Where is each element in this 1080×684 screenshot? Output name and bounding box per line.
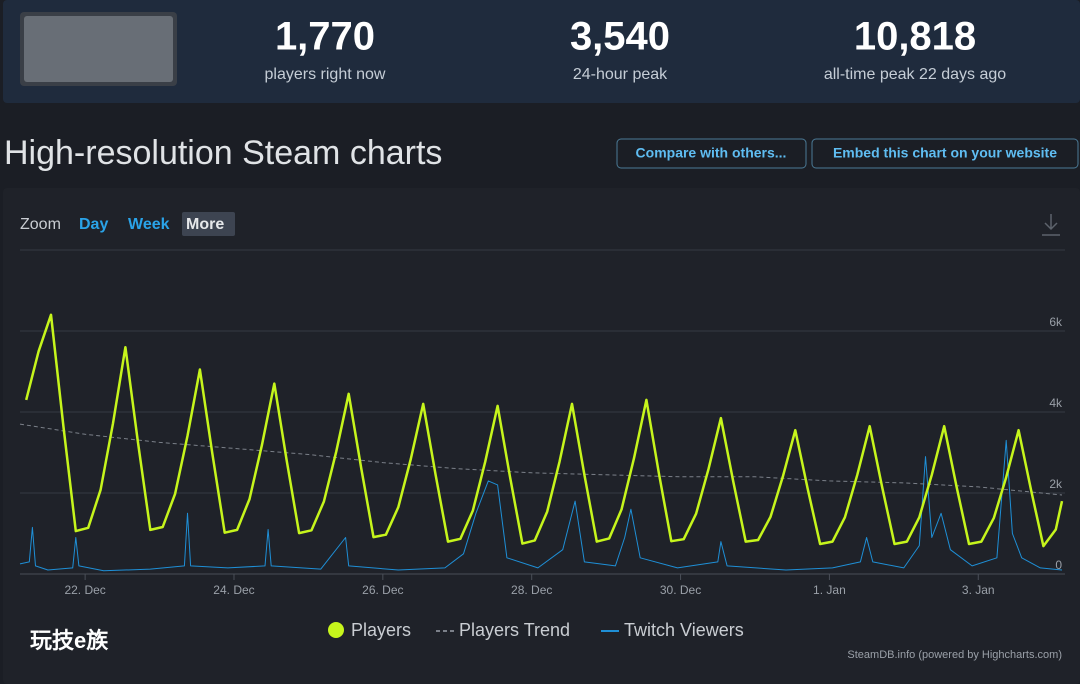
x-tick-label: 30. Dec — [660, 583, 701, 597]
series-line — [19, 423, 1063, 496]
legend-label[interactable]: Players Trend — [459, 620, 570, 640]
y-tick-label: 0 — [1055, 558, 1062, 572]
x-tick-label: 26. Dec — [362, 583, 403, 597]
download-icon[interactable] — [1042, 214, 1060, 236]
zoom-option[interactable]: Week — [128, 216, 170, 233]
chart-panel — [3, 188, 1080, 684]
stat-value: 3,540 — [570, 15, 670, 59]
button-label[interactable]: Compare with others... — [636, 145, 787, 161]
page-title: High-resolution Steam charts — [4, 134, 442, 172]
series-line — [19, 439, 1063, 572]
x-tick-label: 1. Jan — [813, 583, 846, 597]
y-tick-label: 4k — [1049, 396, 1063, 410]
zoom-selected-bg — [182, 212, 235, 236]
y-tick-label: 6k — [1049, 315, 1063, 329]
button-frame[interactable] — [811, 138, 1079, 169]
zoom-label: Zoom — [20, 216, 61, 233]
button-label[interactable]: Embed this chart on your website — [833, 145, 1057, 161]
stats-panel — [3, 0, 1080, 103]
legend-symbol — [328, 622, 344, 638]
legend-label[interactable]: Twitch Viewers — [624, 620, 744, 640]
game-image-art — [24, 16, 173, 82]
button-frame[interactable] — [616, 138, 807, 169]
stat-label: players right now — [265, 66, 386, 83]
stat-value: 1,770 — [275, 15, 375, 59]
zoom-option[interactable]: Day — [79, 216, 108, 233]
x-tick-label: 24. Dec — [213, 583, 254, 597]
series-line — [24, 313, 1064, 548]
stat-label: 24-hour peak — [573, 66, 668, 83]
x-tick-label: 28. Dec — [511, 583, 552, 597]
zoom-option[interactable]: More — [186, 216, 224, 233]
y-tick-label: 2k — [1049, 477, 1063, 491]
stat-value: 10,818 — [854, 15, 976, 59]
watermark: 玩技e族 — [30, 628, 109, 653]
stat-label: all-time peak 22 days ago — [824, 66, 1006, 83]
chart-credit: SteamDB.info (powered by Highcharts.com) — [847, 649, 1062, 661]
x-tick-label: 22. Dec — [64, 583, 105, 597]
legend-label[interactable]: Players — [351, 620, 411, 640]
x-tick-label: 3. Jan — [962, 583, 995, 597]
